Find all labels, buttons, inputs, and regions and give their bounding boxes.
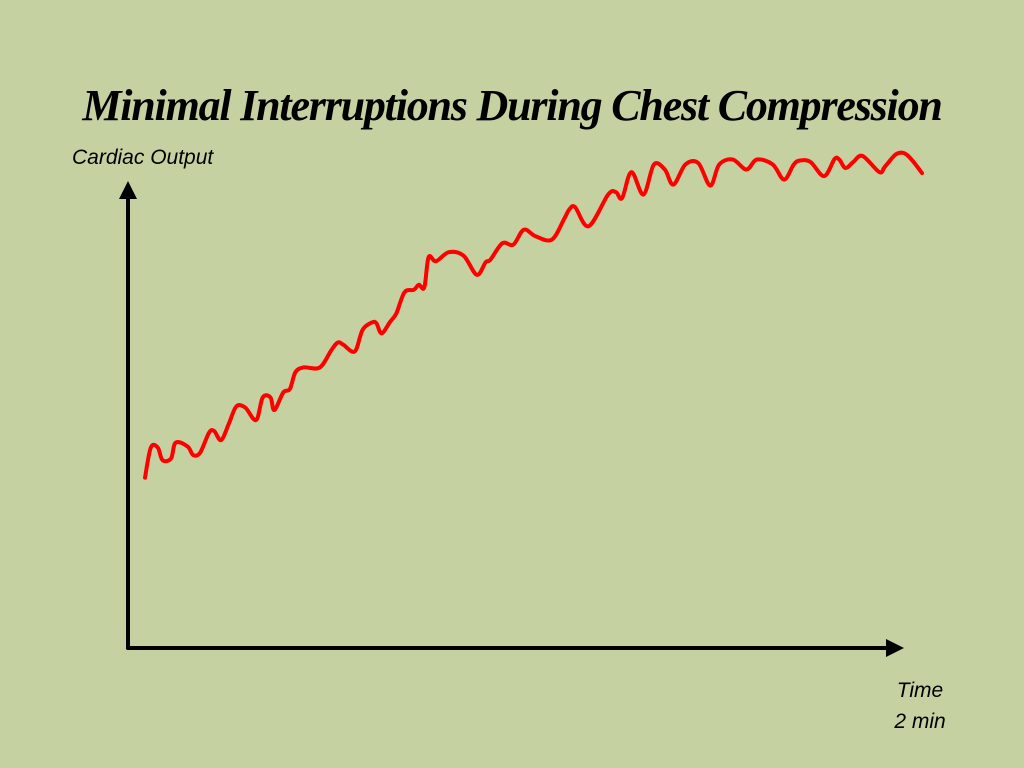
- x-tick-label: 2 min: [894, 710, 946, 733]
- y-axis-arrowhead-icon: [119, 181, 137, 199]
- axes: [119, 181, 904, 657]
- series-layer: [143, 150, 924, 480]
- x-axis-label-group: Time 2 min: [860, 675, 980, 737]
- y-axis-label: Cardiac Output: [72, 146, 214, 169]
- x-axis-label: Time: [896, 679, 944, 702]
- slide-title: Minimal Interruptions During Chest Compr…: [82, 81, 943, 130]
- x-axis-arrowhead-icon: [886, 639, 904, 657]
- cardiac-output-line-0: [143, 150, 924, 480]
